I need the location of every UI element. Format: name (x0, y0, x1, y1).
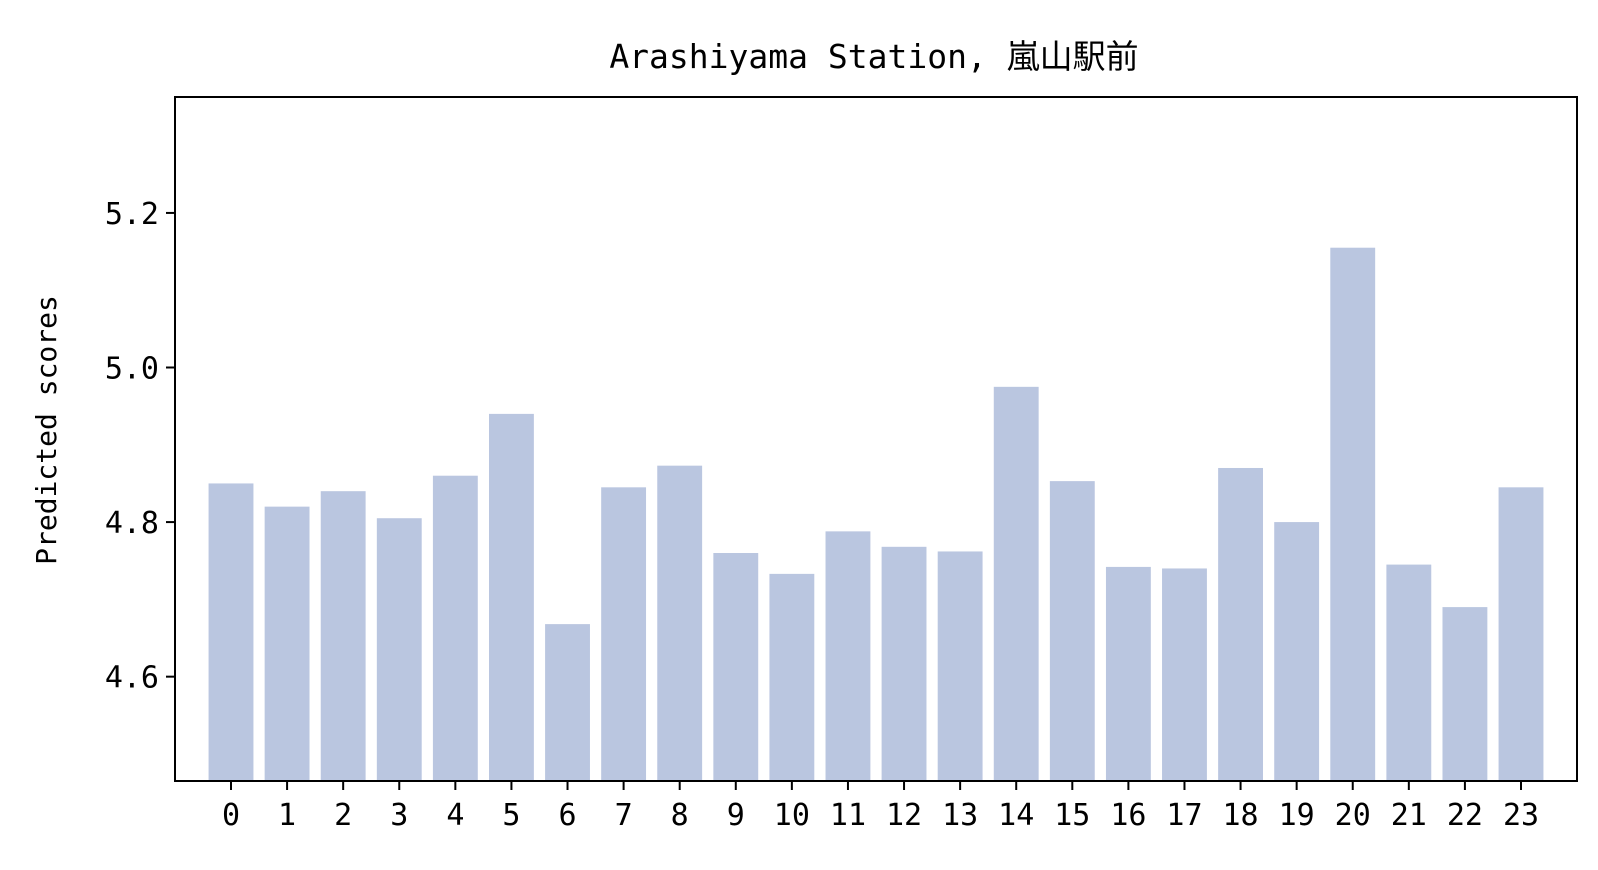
x-tick-label: 13 (942, 798, 978, 833)
x-tick-label: 10 (774, 798, 810, 833)
x-tick-label: 17 (1166, 798, 1202, 833)
bar-hour-20 (1330, 247, 1376, 781)
x-tick-label: 2 (334, 798, 352, 833)
bar-hour-1 (264, 506, 310, 781)
bar-hour-16 (1105, 566, 1151, 781)
x-tick-label: 1 (278, 798, 296, 833)
y-axis-label: Predicted scores (30, 295, 63, 565)
bar-hour-19 (1274, 522, 1320, 781)
x-tick-label: 5 (502, 798, 520, 833)
bar-hour-13 (937, 551, 983, 781)
bar-hour-18 (1218, 467, 1263, 781)
y-tick-label: 4.6 (105, 661, 159, 696)
x-tick-label: 8 (671, 798, 689, 833)
x-tick-label: 18 (1223, 798, 1259, 833)
bar-hour-22 (1442, 607, 1488, 781)
x-tick-label: 16 (1110, 798, 1146, 833)
bar-hour-3 (376, 518, 422, 781)
x-tick-label: 23 (1503, 798, 1539, 833)
bar-hour-7 (601, 487, 647, 781)
bar-hour-21 (1386, 564, 1432, 781)
bar-hour-23 (1498, 487, 1544, 781)
bar-hour-17 (1162, 568, 1207, 781)
bar-hour-15 (1049, 481, 1095, 781)
x-tick-label: 9 (727, 798, 745, 833)
x-tick-label: 22 (1447, 798, 1483, 833)
bar-hour-6 (545, 624, 590, 781)
bar-hour-0 (208, 483, 254, 781)
y-tick-label: 5.2 (105, 197, 159, 232)
x-tick-label: 19 (1279, 798, 1315, 833)
bar-hour-9 (713, 553, 759, 781)
bar-hour-14 (993, 386, 1039, 781)
x-tick-label: 11 (830, 798, 866, 833)
y-tick-label: 4.8 (105, 506, 159, 541)
bar-hour-5 (489, 413, 534, 781)
y-tick-label: 5.0 (105, 352, 159, 387)
x-tick-label: 4 (446, 798, 464, 833)
x-tick-label: 15 (1054, 798, 1090, 833)
bar-hour-12 (881, 546, 927, 781)
x-tick-label: 21 (1391, 798, 1427, 833)
x-ticks-group: 0 1 2 3 4 5 6 7 8 9 10 11 12 13 14 15 16 17 18 19 20 21 22 23 (222, 781, 1539, 833)
chart-title: Arashiyama Station, 嵐山駅前 (609, 37, 1138, 76)
x-tick-label: 20 (1335, 798, 1371, 833)
bar-hour-2 (320, 491, 366, 781)
x-tick-label: 12 (886, 798, 922, 833)
y-ticks-group: 4.6 4.8 5.0 5.2 (105, 197, 175, 696)
x-tick-label: 7 (615, 798, 633, 833)
x-tick-label: 0 (222, 798, 240, 833)
bar-hour-4 (432, 475, 478, 781)
x-tick-label: 14 (998, 798, 1034, 833)
bar-hour-11 (825, 531, 871, 781)
bars-group (208, 247, 1544, 781)
bar-hour-8 (657, 465, 703, 781)
x-tick-label: 3 (390, 798, 408, 833)
bar-hour-10 (769, 573, 815, 781)
x-tick-label: 6 (558, 798, 576, 833)
plot-frame (174, 96, 1578, 782)
